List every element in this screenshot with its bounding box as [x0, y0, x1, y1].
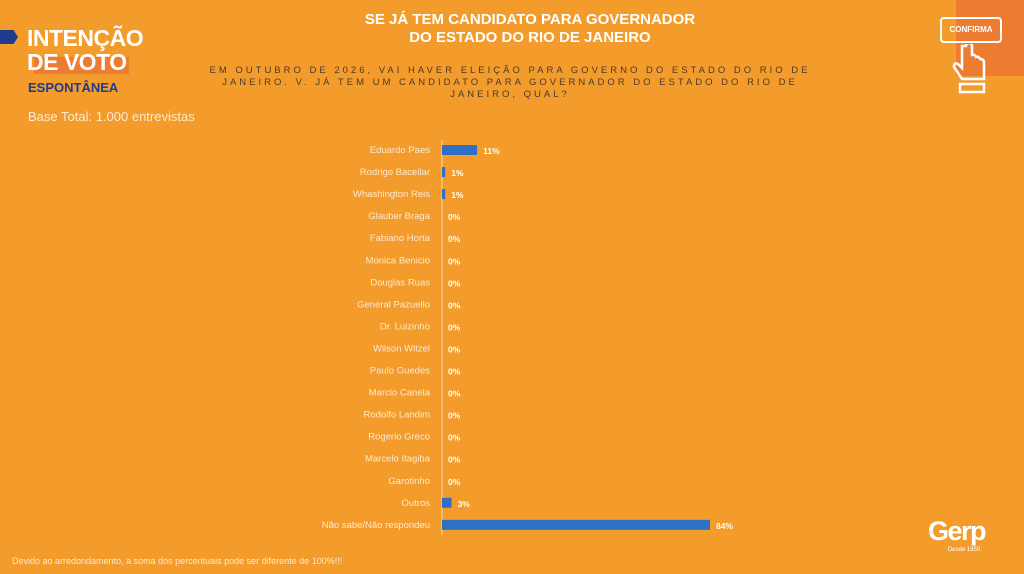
base-total: Base Total: 1.000 entrevistas: [28, 109, 195, 124]
question-text: EM OUTUBRO DE 2026, VAI HAVER ELEIÇÃO PA…: [209, 65, 811, 100]
category-label: Whashington Reis: [353, 189, 430, 200]
chart-title-line-2: DO ESTADO DO RIO DE JANEIRO: [409, 29, 651, 46]
category-label: Rodrigo Bacellar: [360, 167, 430, 178]
flag-marker: [0, 30, 18, 44]
section-title: INTENÇÃO: [27, 25, 144, 51]
category-label: Marcelo Itagiba: [365, 454, 431, 465]
data-label: 0%: [448, 367, 461, 377]
title-highlight: [34, 57, 129, 74]
data-label: 11%: [483, 146, 500, 156]
category-label: Fabiano Horta: [370, 233, 431, 244]
data-label: 0%: [448, 234, 461, 244]
data-label: 3%: [458, 499, 471, 509]
category-label: Rogerio Greco: [368, 432, 430, 443]
confirm-badge: CONFIRMA: [940, 17, 1002, 43]
category-label: Eduardo Paes: [370, 145, 430, 156]
data-label: 1%: [451, 168, 464, 178]
data-label: 0%: [448, 411, 461, 421]
category-label: Marcio Canela: [369, 388, 431, 399]
data-label: 0%: [448, 278, 461, 288]
bar: [442, 519, 710, 530]
bar: [442, 497, 452, 508]
category-label: General Pazuello: [357, 299, 430, 310]
gerp-logo: Gerp: [928, 516, 987, 546]
bar: [442, 145, 478, 155]
bar: [442, 167, 446, 178]
category-label: Outros: [401, 498, 430, 509]
category-label: Não sabe/Não respondeu: [322, 520, 430, 531]
data-label: 0%: [448, 433, 461, 443]
data-label: 0%: [448, 300, 461, 310]
category-label: Wilson Witzel: [373, 343, 430, 354]
category-label: Garotinho: [388, 476, 430, 487]
data-label: 0%: [448, 256, 461, 266]
section-title-2-wrap: DE VOTO: [27, 49, 129, 75]
data-label: 0%: [448, 212, 461, 222]
data-label: 0%: [448, 455, 461, 465]
data-label: 1%: [451, 190, 464, 200]
category-label: Rodolfo Landim: [363, 410, 430, 421]
category-label: Douglas Ruas: [370, 277, 430, 288]
data-label: 0%: [448, 344, 461, 354]
footnote: Devido ao arredondamento, a soma dos per…: [12, 556, 343, 566]
data-label: 0%: [448, 389, 461, 399]
data-label: 0%: [448, 322, 461, 332]
section-title-2: DE VOTO: [27, 49, 127, 75]
hand-pointer-icon: [952, 44, 986, 94]
bar: [442, 189, 446, 200]
category-label: Paulo Guedes: [370, 366, 430, 377]
corner-accent: [956, 0, 1024, 76]
category-label: Glauber Braga: [368, 211, 431, 222]
chart-title-line-1: SE JÁ TEM CANDIDATO PARA GOVERNADOR: [364, 11, 696, 28]
category-label: Monica Benicio: [366, 255, 430, 266]
section-subtitle: ESPONTÂNEA: [28, 80, 119, 95]
chart-title: SE JÁ TEM CANDIDATO PARA GOVERNADOR DO ES…: [300, 11, 760, 47]
data-label: 84%: [716, 521, 733, 531]
data-label: 0%: [448, 477, 461, 487]
gerp-logo-tagline: Desde 1950: [947, 547, 981, 553]
category-label: Dr. Luizinho: [380, 321, 430, 332]
